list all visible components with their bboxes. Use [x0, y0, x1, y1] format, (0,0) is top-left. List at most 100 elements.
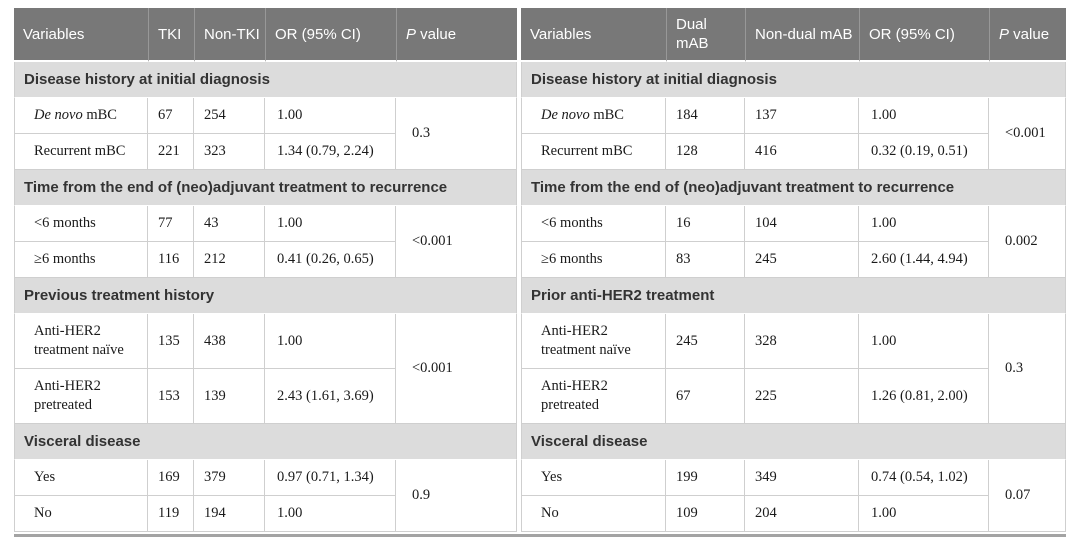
count-cell-group2: 379: [194, 460, 265, 496]
count-cell-group1: 119: [148, 496, 194, 532]
count-cell-group2: 349: [745, 460, 859, 496]
odds-ratio-cell: 1.00: [265, 496, 396, 532]
odds-ratio-cell: 1.34 (0.79, 2.24): [265, 134, 396, 170]
variable-cell: Yes: [14, 460, 148, 496]
count-cell-group2: 194: [194, 496, 265, 532]
table-row: De novo mBC 67 254 1.00 0.3: [14, 98, 517, 170]
count-cell-group1: 67: [148, 98, 194, 134]
count-cell-group2: 137: [745, 98, 859, 134]
count-cell-group2: 225: [745, 369, 859, 424]
count-cell-group1: 221: [148, 134, 194, 170]
section-title-visceral-disease: Visceral disease: [521, 424, 1066, 460]
count-cell-group2: 245: [745, 242, 859, 278]
section-title-time-from-the-end-of-neo-adjuvant-treatment-to-recurrence: Time from the end of (neo)adjuvant treat…: [521, 170, 1066, 206]
section-row: Visceral disease: [14, 424, 517, 460]
column-header-or-95-ci: OR (95% CI): [859, 8, 989, 62]
variable-cell: De novo mBC: [14, 98, 148, 134]
count-cell-group1: 83: [666, 242, 745, 278]
odds-ratio-cell: 1.00: [265, 314, 396, 369]
table-row: Anti-HER2 pretreated 67 225 1.26 (0.81, 2.0…: [521, 369, 1066, 424]
table-row: <6 months 77 43 1.00 <0.001: [14, 206, 517, 278]
section-title-prior-anti-her2-treatment: Prior anti-HER2 treatment: [521, 278, 1066, 314]
odds-ratio-cell: 0.74 (0.54, 1.02): [859, 460, 989, 496]
count-cell-group1: 109: [666, 496, 745, 532]
count-cell-group1: 169: [148, 460, 194, 496]
count-cell-group2: 323: [194, 134, 265, 170]
section-row: Previous treatment history: [14, 278, 517, 314]
p-value-cell: 0.3: [989, 314, 1066, 424]
section-row: Time from the end of (neo)adjuvant treat…: [521, 170, 1066, 206]
variable-cell: No: [14, 496, 148, 532]
regression-table-figure: Variables TKI Non-TKI OR (95% CI) P value Dis…: [14, 8, 1066, 537]
header-row: Variables TKI Non-TKI OR (95% CI) P value: [14, 8, 517, 62]
section-title-time-from-the-end-of-neo-adjuvant-treatment-to-recurrence: Time from the end of (neo)adjuvant treat…: [14, 170, 517, 206]
odds-ratio-cell: 1.00: [859, 98, 989, 134]
section-row: Disease history at initial diagnosis: [14, 62, 517, 98]
column-header-non-tki: Non-TKI: [194, 8, 265, 62]
count-cell-group1: 16: [666, 206, 745, 242]
variable-cell: Anti-HER2 pretreated: [14, 369, 148, 424]
column-header-p-value: P value: [989, 8, 1066, 62]
section-title-disease-history-at-initial-diagnosis: Disease history at initial diagnosis: [14, 62, 517, 98]
odds-ratio-cell: 0.97 (0.71, 1.34): [265, 460, 396, 496]
count-cell-group2: 416: [745, 134, 859, 170]
column-header-tki: TKI: [148, 8, 194, 62]
count-cell-group1: 67: [666, 369, 745, 424]
variable-cell: De novo mBC: [521, 98, 666, 134]
p-value-cell: <0.001: [989, 98, 1066, 170]
variable-cell: Anti-HER2 treatment naïve: [14, 314, 148, 369]
table-row: Recurrent mBC 128 416 0.32 (0.19, 0.51): [521, 134, 1066, 170]
table-row: Anti-HER2 treatment naïve 135 438 1.00 <0.00…: [14, 314, 517, 424]
p-value-cell: 0.002: [989, 206, 1066, 278]
section-row: Disease history at initial diagnosis: [521, 62, 1066, 98]
column-header-or-95-ci: OR (95% CI): [265, 8, 396, 62]
count-cell-group2: 43: [194, 206, 265, 242]
variable-cell: Recurrent mBC: [521, 134, 666, 170]
count-cell-group1: 153: [148, 369, 194, 424]
odds-ratio-cell: 1.26 (0.81, 2.00): [859, 369, 989, 424]
variable-cell: Anti-HER2 treatment naïve: [521, 314, 666, 369]
odds-ratio-cell: 1.00: [265, 98, 396, 134]
table-row: ≥6 months 116 212 0.41 (0.26, 0.65): [14, 242, 517, 278]
table-row: No 119 194 1.00: [14, 496, 517, 532]
table-row: No 109 204 1.00: [521, 496, 1066, 532]
section-title-disease-history-at-initial-diagnosis: Disease history at initial diagnosis: [521, 62, 1066, 98]
variable-cell: No: [521, 496, 666, 532]
count-cell-group2: 204: [745, 496, 859, 532]
p-value-cell: 0.07: [989, 460, 1066, 532]
count-cell-group2: 254: [194, 98, 265, 134]
section-row: Time from the end of (neo)adjuvant treat…: [14, 170, 517, 206]
odds-ratio-cell: 1.00: [859, 496, 989, 532]
variable-cell: Recurrent mBC: [14, 134, 148, 170]
odds-ratio-cell: 0.32 (0.19, 0.51): [859, 134, 989, 170]
column-header-variables: Variables: [14, 8, 148, 62]
column-header-p-value: P value: [396, 8, 517, 62]
table-row: Yes 169 379 0.97 (0.71, 1.34) 0.9: [14, 460, 517, 532]
table-row: De novo mBC 184 137 1.00 <0.001: [521, 98, 1066, 170]
count-cell-group2: 139: [194, 369, 265, 424]
mab-table: Variables Dual mAB Non-dual mAB OR (95% CI)…: [521, 8, 1066, 532]
table-row: <6 months 16 104 1.00 0.002: [521, 206, 1066, 278]
variable-cell: <6 months: [521, 206, 666, 242]
odds-ratio-cell: 2.43 (1.61, 3.69): [265, 369, 396, 424]
count-cell-group1: 199: [666, 460, 745, 496]
variable-cell: Yes: [521, 460, 666, 496]
count-cell-group1: 135: [148, 314, 194, 369]
count-cell-group1: 128: [666, 134, 745, 170]
count-cell-group2: 438: [194, 314, 265, 369]
section-title-visceral-disease: Visceral disease: [14, 424, 517, 460]
section-row: Prior anti-HER2 treatment: [521, 278, 1066, 314]
variable-cell: <6 months: [14, 206, 148, 242]
p-value-cell: <0.001: [396, 314, 517, 424]
section-row: Visceral disease: [521, 424, 1066, 460]
odds-ratio-cell: 1.00: [265, 206, 396, 242]
p-value-cell: <0.001: [396, 206, 517, 278]
odds-ratio-cell: 0.41 (0.26, 0.65): [265, 242, 396, 278]
p-value-cell: 0.3: [396, 98, 517, 170]
variable-cell: ≥6 months: [521, 242, 666, 278]
table-row: Anti-HER2 pretreated 153 139 2.43 (1.61, 3.…: [14, 369, 517, 424]
count-cell-group2: 212: [194, 242, 265, 278]
header-row: Variables Dual mAB Non-dual mAB OR (95% CI)…: [521, 8, 1066, 62]
logistic-regression-tables: Variables TKI Non-TKI OR (95% CI) P value Dis…: [14, 8, 1066, 537]
variable-cell: ≥6 months: [14, 242, 148, 278]
